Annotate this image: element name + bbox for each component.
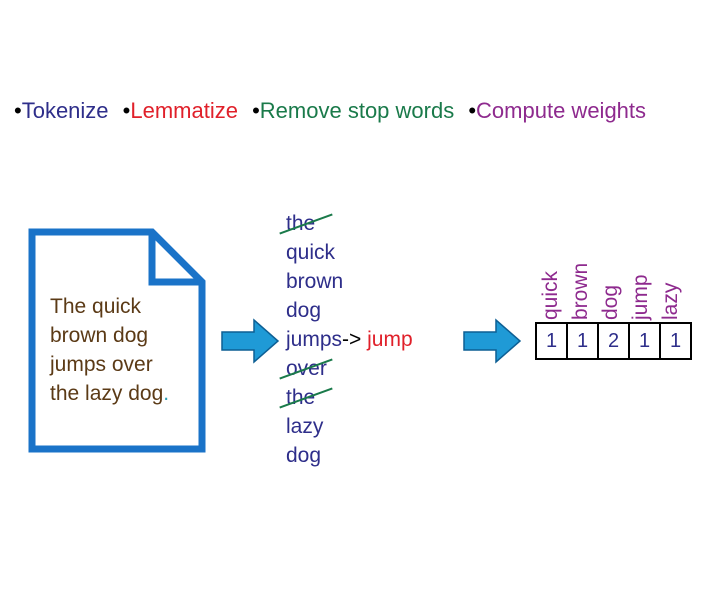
token-text: dog	[286, 299, 322, 322]
vector-cell: 2	[597, 324, 628, 358]
token: brown	[286, 267, 413, 296]
token-text: jumps	[286, 328, 343, 351]
pipeline-steps: •Tokenize •Lemmatize •Remove stop words …	[14, 98, 654, 124]
vector-label: jump	[626, 240, 656, 320]
document-text: The quick brown dog jumps over the lazy …	[50, 292, 169, 408]
document-line: jumps over	[50, 353, 153, 376]
token-lemmatized: jumps-> jump	[286, 325, 413, 354]
step-label: Compute weights	[476, 98, 647, 123]
step-label: Lemmatize	[130, 98, 238, 123]
document-period: .	[163, 382, 170, 405]
lemma-arrow: ->	[342, 328, 362, 351]
token-text: lazy	[286, 415, 324, 438]
document-icon	[28, 228, 206, 453]
token-removed: the	[279, 209, 413, 238]
token-list: the quick brown dog jumps-> jump over th…	[279, 209, 413, 470]
token-text: the	[286, 212, 316, 235]
vector-label-text: dog	[599, 284, 622, 320]
token: quick	[286, 238, 413, 267]
token: dog	[286, 296, 413, 325]
token-text: quick	[286, 241, 336, 264]
document-line: The quick	[50, 295, 142, 318]
token-text: the	[286, 386, 316, 409]
token: dog	[286, 441, 413, 470]
vector-label-text: jump	[629, 274, 652, 320]
step-remove-stop-words: •Remove stop words	[252, 98, 454, 124]
token-text: dog	[286, 444, 322, 467]
token-removed: the	[279, 383, 413, 412]
bullet: •	[468, 98, 477, 123]
vector-label-text: quick	[539, 270, 562, 320]
weight-vector: 1 1 2 1 1	[535, 322, 692, 360]
vector-labels: quick brown dog jump lazy	[536, 240, 686, 320]
step-compute-weights: •Compute weights	[468, 98, 646, 124]
step-lemmatize: •Lemmatize	[123, 98, 238, 124]
vector-cell: 1	[566, 324, 597, 358]
bullet: •	[252, 98, 260, 123]
document-line: brown dog	[50, 324, 149, 347]
arrow-right-icon	[221, 318, 280, 364]
token: lazy	[286, 412, 413, 441]
step-label: Remove stop words	[259, 98, 455, 123]
token-removed: over	[279, 354, 413, 383]
lemma-text: jump	[367, 328, 413, 351]
vector-label: dog	[596, 240, 626, 320]
arrow-right-icon	[463, 318, 522, 364]
vector-cell: 1	[628, 324, 659, 358]
vector-label: lazy	[656, 240, 686, 320]
vector-cell: 1	[659, 324, 690, 358]
vector-label-text: lazy	[659, 282, 682, 320]
document-line: the lazy dog	[50, 382, 164, 405]
vector-cell: 1	[545, 330, 558, 352]
vector-label: brown	[566, 240, 596, 320]
bullet: •	[122, 98, 131, 123]
step-tokenize: •Tokenize	[14, 98, 109, 124]
bullet: •	[14, 98, 22, 123]
step-label: Tokenize	[21, 98, 109, 123]
vector-label-text: brown	[569, 262, 592, 320]
token-text: brown	[286, 270, 344, 293]
vector-label: quick	[536, 240, 566, 320]
